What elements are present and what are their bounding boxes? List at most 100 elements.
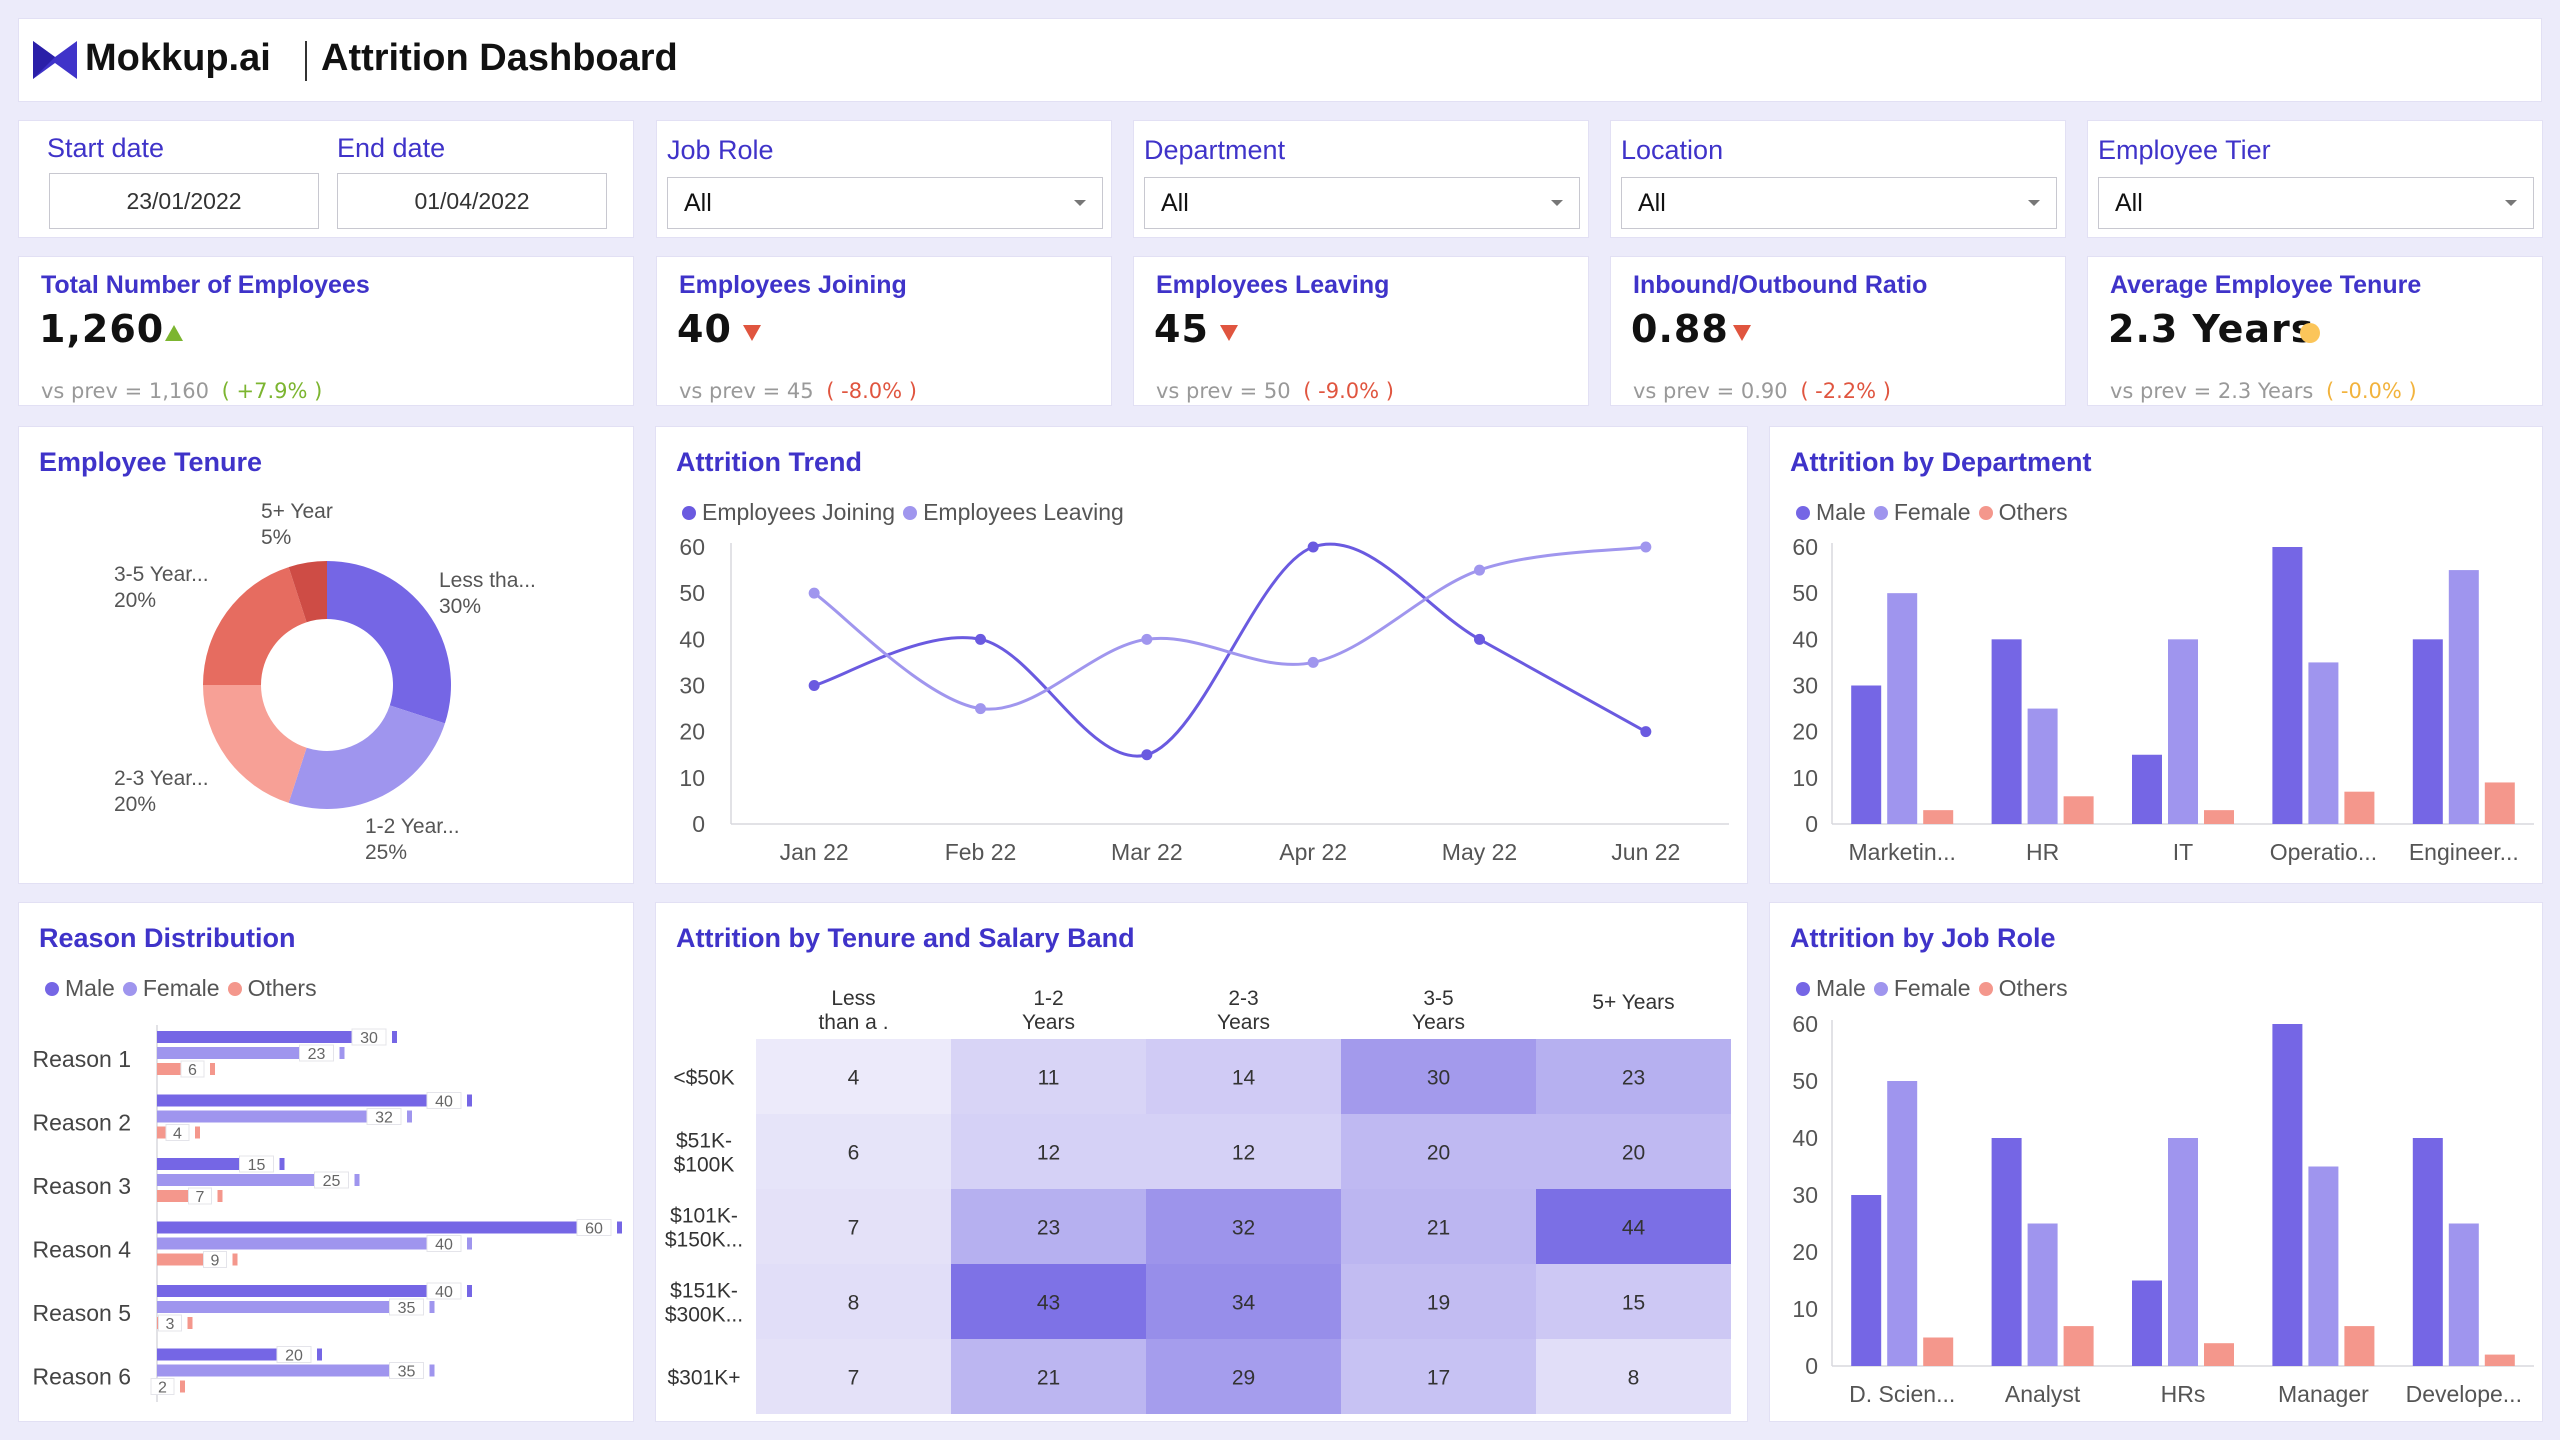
data-label-box [389, 1298, 424, 1316]
x-tick-label: Jan 22 [780, 839, 849, 865]
data-label: 6 [188, 1062, 197, 1079]
x-tick-label: Apr 22 [1279, 839, 1347, 865]
heatmap-cell [1146, 1039, 1341, 1114]
x-tick-label: Mar 22 [1111, 839, 1183, 865]
kpi-comparison: vs prev = 2.3 Years ( -0.0% ) [2110, 379, 2417, 403]
data-label-box [314, 1171, 349, 1189]
y-tick-label: 0 [692, 811, 705, 837]
bar-female [2308, 1166, 2339, 1366]
kpi-employees-joining: Employees Joining 40 vs prev = 45 ( -8.0… [656, 256, 1112, 406]
slice-name-label: 1-2 Year... [365, 815, 460, 838]
heatmap-value: 29 [1232, 1367, 1255, 1390]
department-select[interactable]: All [1144, 177, 1580, 229]
data-label: 3 [166, 1316, 175, 1333]
kpi-change: ( -9.0% ) [1303, 379, 1394, 403]
y-category-label: Reason 2 [33, 1110, 131, 1136]
kpi-prev-value: 45 [786, 379, 814, 403]
start-date-input[interactable]: 23/01/2022 [49, 173, 319, 229]
heatmap-value: 20 [1622, 1142, 1645, 1165]
y-tick-label: 20 [1792, 1239, 1818, 1265]
legend-label: Male [65, 975, 115, 1001]
reason-distribution-card: Reason Distribution Male Female Others R… [18, 902, 634, 1422]
bar-others [2204, 810, 2234, 824]
attrition-by-department-card: Attrition by Department Male Female Othe… [1769, 426, 2543, 884]
bar-others [2063, 796, 2094, 824]
legend-label: Others [247, 975, 317, 1001]
bar-female [157, 1047, 330, 1059]
data-label: 20 [285, 1348, 303, 1365]
end-date-label: End date [337, 133, 446, 163]
legend-dot [122, 981, 137, 996]
heatmap-value: 12 [1037, 1142, 1060, 1165]
location-value: All [1638, 188, 1666, 217]
column-header: Years [1412, 1011, 1465, 1034]
heatmap-value: 12 [1232, 1142, 1255, 1165]
data-label: 15 [248, 1157, 266, 1174]
page-title: Attrition Dashboard [321, 37, 678, 79]
kpi-change: ( -8.0% ) [826, 379, 917, 403]
legend-dot [1873, 981, 1888, 996]
attrition-by-job-role-card: Attrition by Job Role Male Female Others… [1769, 902, 2543, 1422]
bar-female [157, 1301, 420, 1313]
heatmap-value: 8 [1628, 1367, 1640, 1390]
kpi-comparison: vs prev = 1,160 ( +7.9% ) [41, 379, 322, 403]
bar-cap [467, 1094, 472, 1107]
card-title: Attrition by Job Role [1790, 923, 2056, 953]
bar-male [2132, 754, 2162, 824]
slice-name-label: 5+ Year [261, 500, 333, 523]
heatmap-value: 7 [848, 1367, 860, 1390]
legend-dot [45, 981, 59, 996]
kpi-title: Employees Joining [679, 271, 907, 299]
employee-tier-filter-card: Employee Tier All [2087, 120, 2543, 238]
data-label-box [239, 1155, 274, 1173]
legend-label: Employees Joining [702, 499, 896, 525]
column-header: 3-5 [1423, 987, 1453, 1010]
row-header: $101K- [670, 1205, 738, 1228]
chevron-down-icon [1551, 200, 1563, 206]
bar-male [157, 1094, 457, 1107]
row-header: $100K [674, 1154, 735, 1177]
y-tick-label: 50 [1792, 580, 1818, 606]
slice-percent-label: 5% [261, 526, 291, 549]
heatmap-cell [1341, 1039, 1536, 1114]
location-select[interactable]: All [1621, 177, 2057, 229]
bar-male [1851, 1195, 1882, 1366]
data-label: 30 [360, 1030, 378, 1047]
y-tick-label: 30 [1792, 1182, 1818, 1208]
heatmap-cell [1146, 1114, 1341, 1189]
kpi-change: ( +7.9% ) [221, 379, 323, 403]
donut-slice [288, 705, 445, 809]
x-tick-label: HR [2026, 839, 2059, 865]
data-label-box [299, 1044, 334, 1062]
bar-cap [392, 1031, 397, 1043]
job-role-value: All [684, 188, 712, 217]
x-tick-label: Develope... [2406, 1381, 2522, 1407]
end-date-input[interactable]: 01/04/2022 [337, 173, 607, 229]
data-label-box [366, 1108, 402, 1125]
employee-tier-select[interactable]: All [2098, 177, 2534, 229]
employee-tier-value: All [2115, 188, 2143, 217]
heatmap-value: 44 [1622, 1217, 1646, 1240]
data-label: 32 [375, 1110, 393, 1127]
bar-cap [429, 1301, 435, 1313]
card-title: Attrition Trend [676, 447, 862, 477]
data-label: 40 [435, 1237, 453, 1254]
heatmap-value: 15 [1622, 1292, 1645, 1315]
heatmap-value: 6 [848, 1142, 860, 1165]
kpi-total-employees: Total Number of Employees 1,260 vs prev … [18, 256, 634, 406]
heatmap-cell [1536, 1339, 1731, 1414]
card-title: Reason Distribution [39, 923, 296, 953]
x-tick-label: May 22 [1442, 839, 1517, 865]
y-tick-label: 40 [1792, 626, 1818, 652]
bar-others [2344, 791, 2375, 824]
heatmap-cell [1536, 1039, 1731, 1114]
slice-percent-label: 20% [114, 793, 156, 816]
y-tick-label: 60 [1792, 534, 1818, 560]
kpi-value: 45 [1154, 307, 1209, 351]
donut-slice [288, 561, 327, 623]
job-role-select[interactable]: All [667, 177, 1103, 229]
data-label: 2 [158, 1380, 167, 1397]
y-tick-label: 60 [1792, 1011, 1818, 1037]
bar-male [1851, 685, 1882, 824]
job-role-label: Job Role [667, 135, 774, 165]
